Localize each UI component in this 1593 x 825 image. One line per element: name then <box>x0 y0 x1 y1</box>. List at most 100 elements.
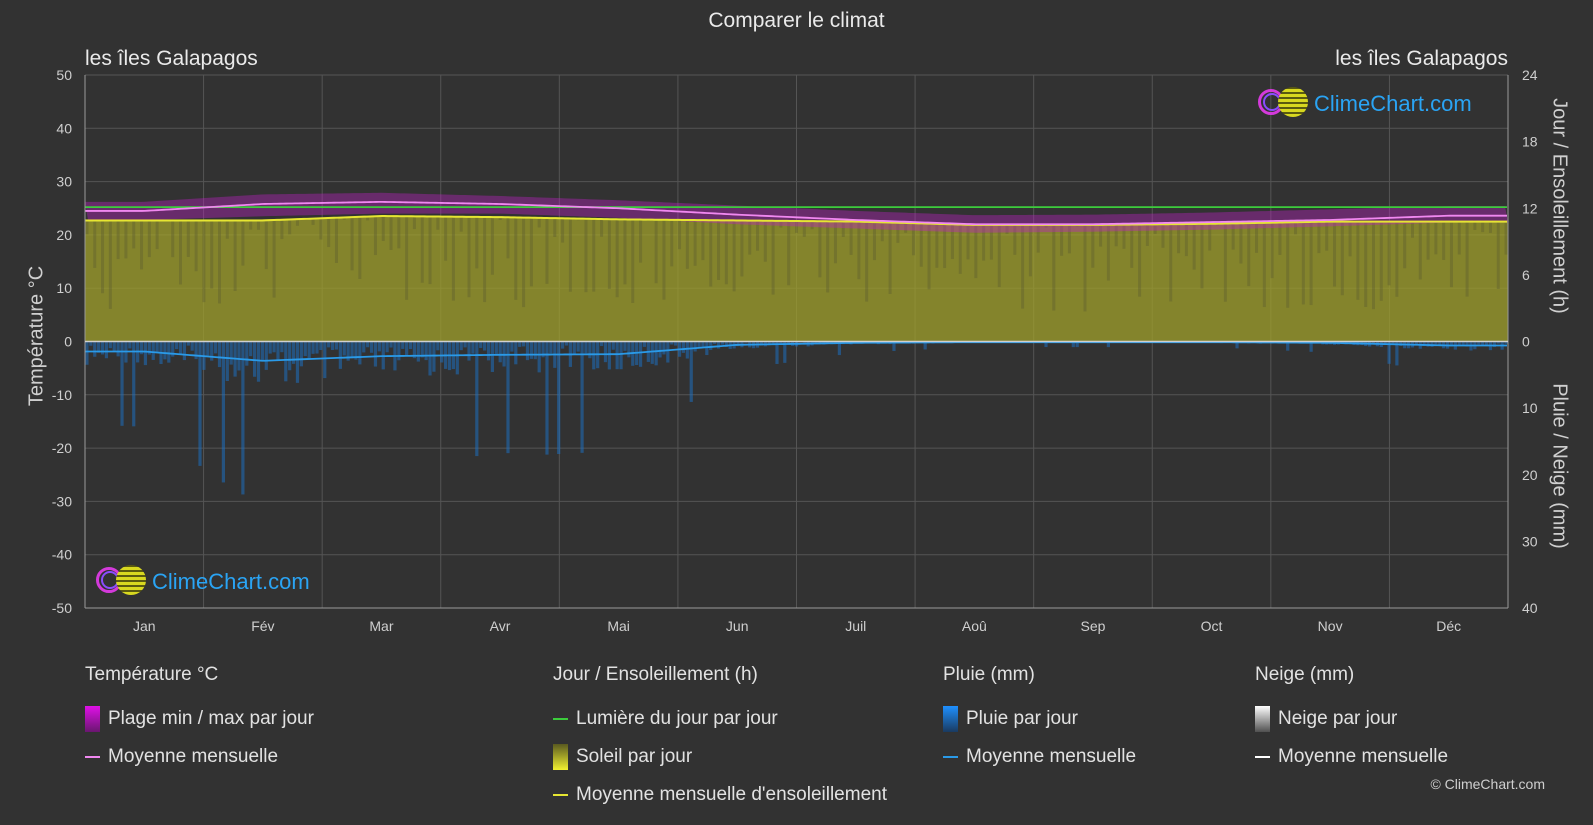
rain-bar <box>342 341 346 356</box>
sunshine-day-streak <box>1239 222 1243 264</box>
sunshine-day-streak <box>334 217 338 263</box>
rain-bar <box>108 341 112 349</box>
rain-bar <box>1106 341 1110 348</box>
rain-bar <box>463 341 467 348</box>
rain-bar <box>514 341 518 365</box>
sunshine-day-streak <box>561 218 565 243</box>
logo-bottom-left[interactable]: ClimeChart.com <box>96 565 310 599</box>
sunshine-day-streak <box>529 217 533 287</box>
rain-bar <box>475 341 479 457</box>
sunshine-day-streak <box>740 219 744 277</box>
sunshine-day-streak <box>865 221 869 302</box>
sunshine-day-streak <box>1114 223 1118 247</box>
sunshine-day-streak <box>506 217 510 259</box>
rain-bar <box>923 341 927 350</box>
sunshine-swatch-icon <box>553 744 568 770</box>
rain-bar <box>436 341 440 351</box>
logo-top-right[interactable]: ClimeChart.com <box>1258 87 1472 121</box>
rain-bar <box>155 341 159 353</box>
sunshine-day-streak <box>366 216 370 221</box>
rain-bar <box>674 341 678 346</box>
rain-bar <box>529 341 533 359</box>
legend-title: Température °C <box>85 664 219 685</box>
sunshine-day-streak <box>233 219 237 291</box>
sunshine-day-streak <box>927 222 931 290</box>
sunshine-day-streak <box>795 220 798 233</box>
sunshine-day-streak <box>678 219 682 250</box>
sunshine-day-streak <box>1403 220 1407 269</box>
left-tick-label: 20 <box>56 227 72 243</box>
sunshine-day-streak <box>1294 221 1298 235</box>
sunshine-day-streak <box>327 217 331 248</box>
left-tick-label: -10 <box>52 387 72 403</box>
rain-bar <box>315 341 319 354</box>
sunshine-day-streak <box>997 223 1001 288</box>
left-tick-label: -20 <box>52 440 72 456</box>
sunshine-day-streak <box>358 216 362 279</box>
rain-bar <box>697 341 701 348</box>
sunshine-area <box>85 216 1508 342</box>
rain-bar <box>405 341 409 356</box>
rain-bar <box>1371 341 1376 345</box>
sunshine-day-streak <box>1449 220 1453 288</box>
rain-bar <box>1449 341 1454 347</box>
rain-bar <box>373 341 378 367</box>
month-tick-label: Avr <box>490 618 511 634</box>
sunshine-day-streak <box>810 220 814 230</box>
legend-item: Moyenne mensuelle <box>943 738 1136 776</box>
rain-bar <box>771 341 775 345</box>
sunshine-day-streak <box>1496 220 1500 289</box>
rain-bar <box>217 341 222 368</box>
rain-bar <box>518 341 522 347</box>
sunshine-day-streak <box>272 219 276 298</box>
rain-bar <box>268 341 272 354</box>
copyright: © ClimeChart.com <box>1430 776 1545 792</box>
climechart-logo-icon <box>1258 87 1310 121</box>
month-tick-label: Nov <box>1318 618 1343 634</box>
rain-bar <box>775 341 779 364</box>
rain-bar <box>701 341 705 348</box>
sunshine-day-streak <box>693 219 697 266</box>
rain-bar <box>241 341 245 495</box>
rain-bar <box>619 341 623 370</box>
sunshine-day-streak <box>202 219 206 303</box>
sunshine-day-streak <box>1340 221 1344 296</box>
rain-bar <box>533 341 537 360</box>
sunshine-day-streak <box>818 220 822 278</box>
sunshine-day-streak <box>1387 221 1391 286</box>
rain-bar <box>229 341 233 365</box>
rain-bar <box>1075 341 1079 348</box>
sunshine-day-streak <box>943 223 947 269</box>
legend-group-temperature: Température °C Plage min / max par jour … <box>85 664 314 776</box>
rain-bar <box>93 341 97 357</box>
rain-bar <box>693 341 697 352</box>
rain-bar <box>358 341 362 365</box>
sunshine-day-streak <box>1348 221 1352 257</box>
rain-bar <box>1438 341 1442 345</box>
sunshine-day-streak <box>1099 223 1103 247</box>
sunshine-day-streak <box>1364 221 1368 307</box>
sunshine-day-streak <box>295 218 299 226</box>
rain-bar <box>432 341 436 372</box>
rain-bar <box>1071 341 1075 348</box>
sunshine-day-streak <box>966 223 970 260</box>
rain-bar <box>521 341 526 347</box>
rain-swatch-icon <box>943 706 958 732</box>
rain-bar <box>330 341 335 351</box>
sunshine-day-streak <box>724 219 728 285</box>
legend-item: Moyenne mensuelle <box>1255 738 1448 776</box>
daylight-line-icon <box>553 718 568 720</box>
legend-item: Neige par jour <box>1255 700 1448 738</box>
sunshine-day-streak <box>280 218 284 240</box>
rain-bar <box>537 341 541 373</box>
rain-bar <box>588 341 592 359</box>
sunshine-day-streak <box>1138 223 1142 297</box>
right-top-tick-label: 18 <box>1522 134 1538 150</box>
rain-bar <box>1484 341 1489 347</box>
rain-bar <box>1235 341 1239 349</box>
sunshine-day-streak <box>350 216 354 271</box>
sunshine-day-streak <box>147 219 151 258</box>
sunshine-day-streak <box>833 221 837 264</box>
sunshine-day-streak <box>256 219 260 230</box>
sunshine-day-streak <box>607 219 611 289</box>
